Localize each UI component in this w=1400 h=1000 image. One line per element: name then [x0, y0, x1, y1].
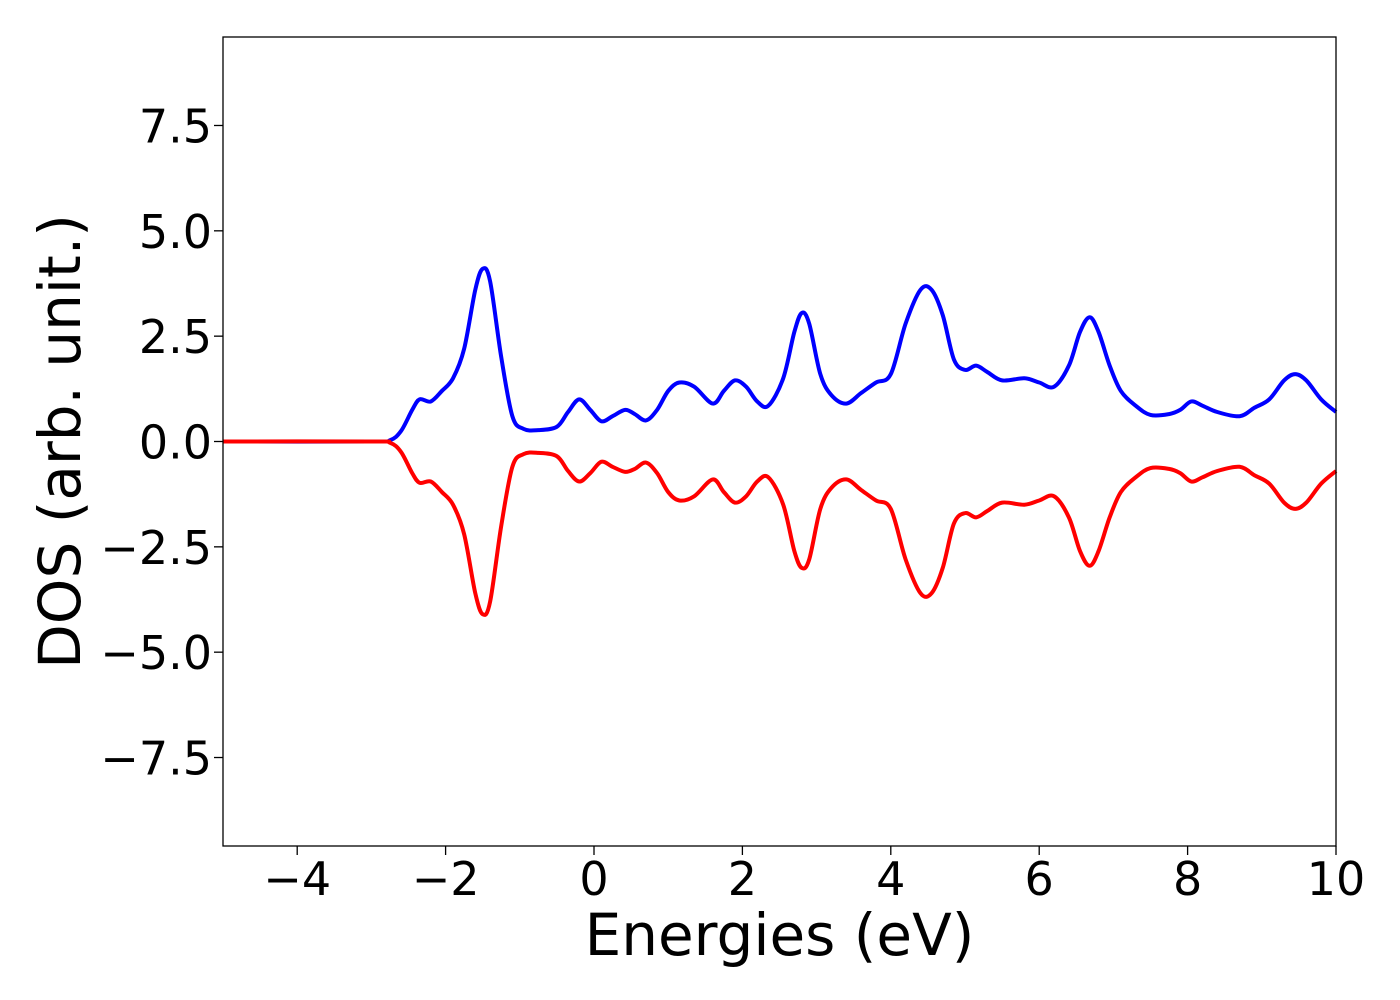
series-layer [222, 266, 1338, 617]
y-tick-label: 7.5 [139, 99, 212, 153]
y-tick-label: −7.5 [100, 732, 212, 786]
x-tick-label: −2 [412, 852, 480, 906]
y-tick-label: 2.5 [139, 310, 212, 364]
x-tick-label: 2 [728, 852, 757, 906]
x-tick-label: 4 [876, 852, 905, 906]
x-axis-label: Energies (eV) [585, 901, 975, 969]
x-tick-label: 6 [1025, 852, 1054, 906]
x-tick-label: −4 [263, 852, 331, 906]
series-line-2 [222, 439, 1338, 617]
x-tick-label: 10 [1307, 852, 1366, 906]
x-tick-label: 8 [1173, 852, 1202, 906]
y-tick-label: −2.5 [100, 521, 212, 575]
y-axis-label: DOS (arb. unit.) [26, 214, 94, 669]
y-tick-label: 0.0 [139, 416, 212, 470]
y-axis: −7.5 −5.0 −2.5 0.0 2.5 5.0 7.5 [100, 99, 223, 786]
y-tick-label: −5.0 [100, 626, 212, 680]
x-axis: −4 −2 0 2 4 6 8 10 [263, 846, 1365, 906]
y-tick-label: 5.0 [139, 205, 212, 259]
x-tick-label: 0 [579, 852, 608, 906]
series-line-1 [222, 266, 1338, 444]
